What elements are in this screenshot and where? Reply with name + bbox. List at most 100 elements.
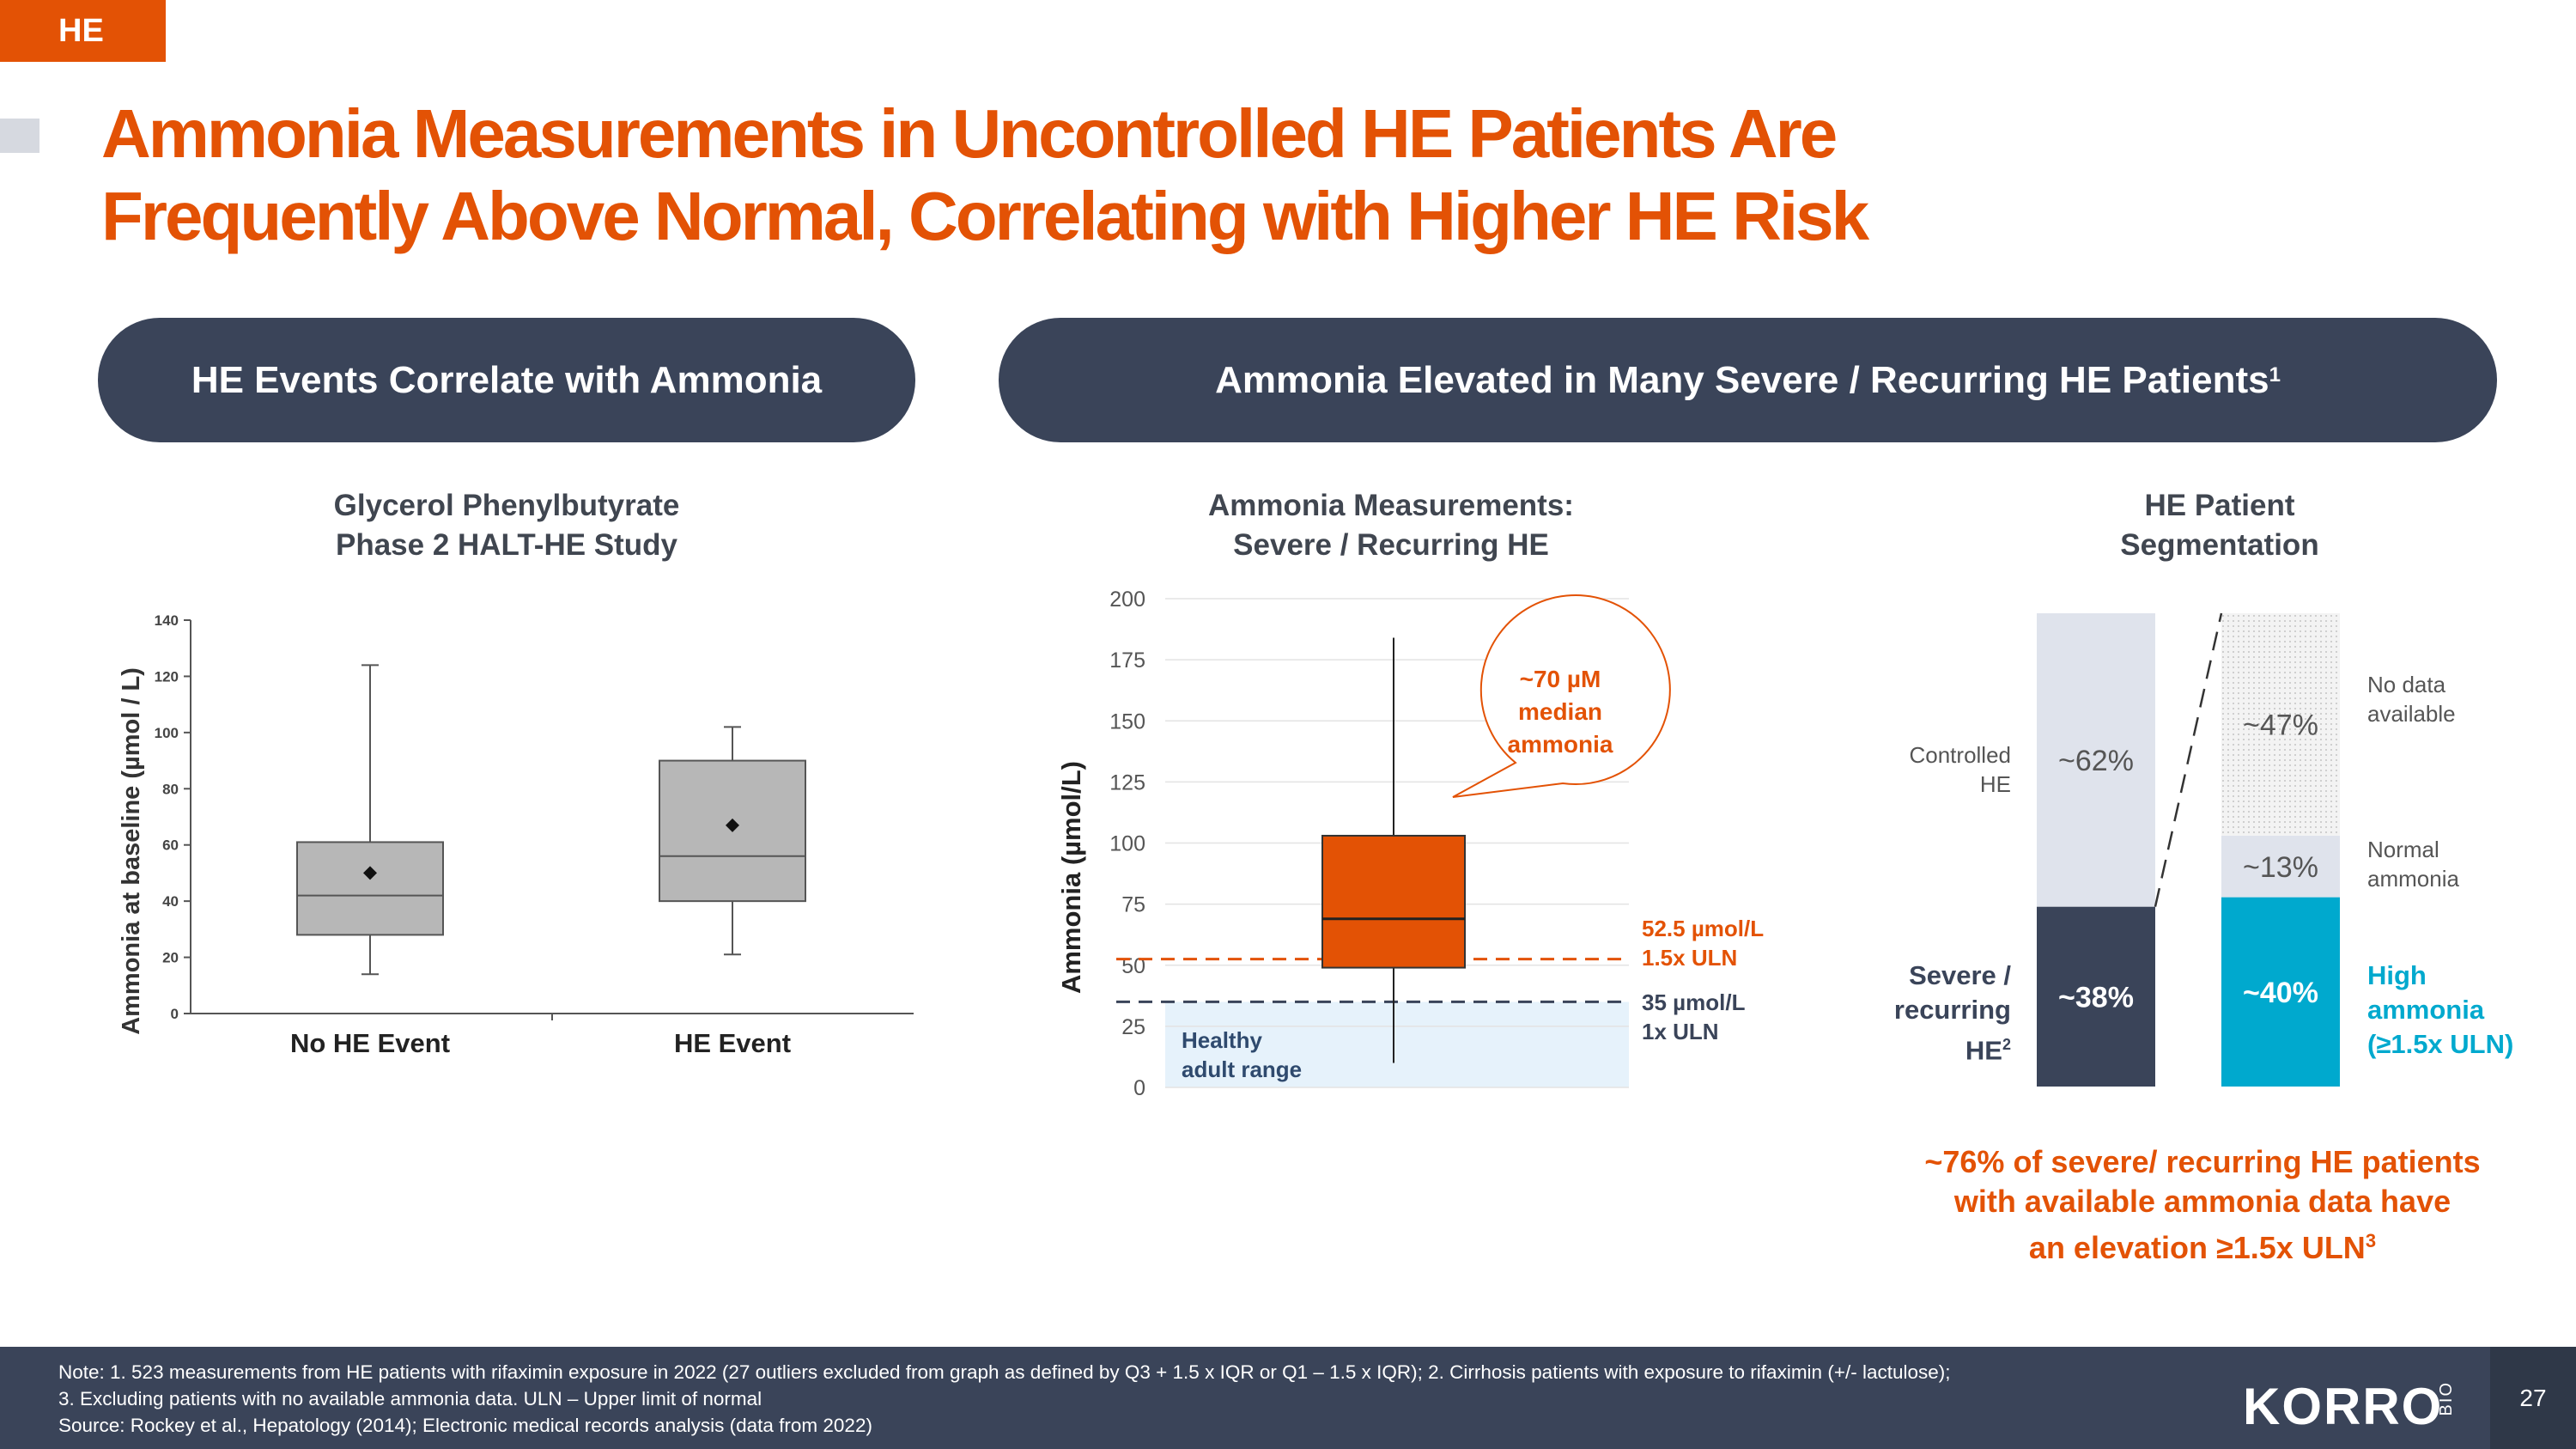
pct-no-data: ~47% [2243, 709, 2318, 741]
left-y-axis-title: Ammonia at baseline (µmol / L) [118, 667, 145, 1035]
left-y-tick-label: 20 [162, 950, 179, 966]
ref-line-navy-label: 35 µmol/L 1x ULN [1642, 988, 1745, 1046]
left-y-tick-label: 0 [171, 1006, 179, 1022]
callout-line-2: median [1517, 698, 1603, 725]
logo-bio: BIO [2437, 1381, 2456, 1416]
middle-chart-title-line-1: Ammonia Measurements: [1208, 489, 1574, 522]
bar-no-data [2221, 613, 2340, 836]
severe-label-line-1: Severe / [1909, 960, 2011, 990]
right-chart-title: HE Patient Segmentation [2078, 486, 2361, 565]
page-number-label: 27 [2519, 1384, 2547, 1411]
page-title: Ammonia Measurements in Uncontrolled HE … [101, 93, 2076, 258]
page-title-line-2: Frequently Above Normal, Correlating wit… [101, 178, 1869, 254]
middle-y-tick-label: 150 [1109, 709, 1145, 734]
footer-bar: Note: 1. 523 measurements from HE patien… [0, 1347, 2490, 1449]
legend-normal-line-1: Normal [2367, 837, 2439, 862]
right-chart-title-line-1: HE Patient [2144, 489, 2295, 522]
pct-controlled: ~62% [2058, 745, 2134, 777]
footnote-ref-2: 2 [2002, 1036, 2011, 1053]
healthy-range-label: Healthy adult range [1182, 1026, 1302, 1084]
ref-line-orange-label: 52.5 µmol/L 1.5x ULN [1642, 914, 1764, 972]
median-callout-bubble [1452, 594, 1671, 798]
bar-severe-recurring [2037, 906, 2155, 1087]
middle-y-tick-label: 50 [1121, 954, 1145, 978]
footer-note-2: 3. Excluding patients with no available … [58, 1388, 762, 1409]
footer-note-1: Note: 1. 523 measurements from HE patien… [58, 1361, 1951, 1383]
legend-no-data: No data available [2367, 670, 2456, 728]
legend-high-line-2: ammonia [2367, 995, 2485, 1025]
summary-line-1: ~76% of severe/ recurring HE patients [1924, 1144, 2481, 1179]
section-pill-right: Ammonia Elevated in Many Severe / Recurr… [999, 318, 2497, 442]
middle-box [1321, 834, 1466, 969]
footer-notes: Note: 1. 523 measurements from HE patien… [58, 1359, 1951, 1439]
controlled-he-label: Controlled HE [1872, 740, 2011, 799]
legend-no-data-line-2: available [2367, 701, 2456, 727]
ref-navy-value: 35 µmol/L [1642, 989, 1746, 1015]
legend-no-data-line-1: No data [2367, 672, 2446, 697]
middle-y-tick-label: 75 [1121, 893, 1145, 917]
footer-source: Source: Rockey et al., Hepatology (2014)… [58, 1415, 872, 1436]
bar-high-ammonia [2221, 897, 2340, 1087]
middle-y-tick-label: 175 [1109, 648, 1145, 673]
connector-top [2154, 612, 2223, 907]
left-category-label: No HE Event [290, 1028, 450, 1058]
legend-high-line-1: High [2367, 960, 2427, 990]
controlled-label-line-1: Controlled [1909, 742, 2011, 768]
summary-line-3: an elevation ≥1.5x ULN [2028, 1230, 2366, 1265]
section-pill-left: HE Events Correlate with Ammonia [98, 318, 915, 442]
pct-severe: ~38% [2058, 981, 2134, 1014]
section-pill-right-label: Ammonia Elevated in Many Severe / Recurr… [1215, 358, 2269, 401]
ref-orange-value: 52.5 µmol/L [1642, 916, 1765, 941]
median-callout-text: ~70 µM median ammonia [1470, 663, 1650, 761]
page-number: 27 [2490, 1347, 2576, 1449]
left-y-tick-label: 120 [155, 668, 179, 685]
left-chart-title-line-1: Glycerol Phenylbutyrate [333, 489, 680, 522]
right-chart-title-line-2: Segmentation [2120, 528, 2319, 562]
left-y-tick-label: 80 [162, 781, 179, 797]
page-title-line-1: Ammonia Measurements in Uncontrolled HE … [101, 95, 1838, 172]
healthy-range-band [1165, 1002, 1629, 1087]
side-marker [0, 119, 39, 153]
bar-controlled [2037, 613, 2155, 907]
legend-high: High ammonia (≥1.5x ULN) [2367, 959, 2513, 1062]
pct-high: ~40% [2243, 977, 2318, 1009]
summary-statement: ~76% of severe/ recurring HE patients wi… [1880, 1142, 2524, 1268]
ref-orange-desc: 1.5x ULN [1642, 945, 1738, 971]
logo-wordmark: KORRO [2243, 1378, 2444, 1435]
controlled-label-line-2: HE [1979, 771, 2011, 797]
korro-logo: KORRO [2243, 1381, 2443, 1433]
severe-he-label: Severe / recurring HE2 [1846, 959, 2011, 1068]
middle-y-tick-label: 125 [1109, 770, 1145, 795]
section-tag-label: HE [58, 12, 104, 49]
legend-normal: Normal ammonia [2367, 835, 2459, 893]
legend-high-line-3: (≥1.5x ULN) [2367, 1029, 2514, 1059]
left-y-tick-label: 40 [162, 893, 179, 910]
section-tag: HE [0, 0, 166, 62]
left-category-label: HE Event [674, 1028, 791, 1058]
middle-y-axis-title: Ammonia (µmol/L) [1056, 761, 1086, 994]
section-pill-left-label: HE Events Correlate with Ammonia [191, 358, 823, 401]
summary-line-2: with available ammonia data have [1953, 1184, 2451, 1219]
callout-line-3: ammonia [1507, 731, 1613, 758]
middle-chart-title: Ammonia Measurements: Severe / Recurring… [1142, 486, 1640, 565]
pct-normal: ~13% [2243, 851, 2318, 884]
middle-chart-title-line-2: Severe / Recurring HE [1233, 528, 1549, 562]
footnote-ref-3: 3 [2365, 1230, 2377, 1251]
healthy-line-1: Healthy [1182, 1027, 1262, 1053]
left-mean-marker [726, 818, 739, 832]
left-y-tick-label: 60 [162, 837, 179, 854]
ref-navy-desc: 1x ULN [1642, 1019, 1719, 1044]
callout-line-1: ~70 µM [1519, 666, 1601, 692]
left-chart-title-line-2: Phase 2 HALT-HE Study [335, 528, 678, 562]
left-chart-title: Glycerol Phenylbutyrate Phase 2 HALT-HE … [258, 486, 756, 565]
left-y-tick-label: 100 [155, 725, 179, 741]
middle-y-tick-label: 100 [1109, 832, 1145, 856]
left-box [296, 841, 444, 936]
middle-y-tick-label: 0 [1133, 1076, 1145, 1100]
severe-label-line-2: recurring [1893, 995, 2011, 1025]
bar-normal-ammonia [2221, 835, 2340, 898]
middle-y-tick-label: 25 [1121, 1015, 1145, 1039]
left-y-tick-label: 140 [155, 612, 179, 629]
footnote-ref-1: 1 [2269, 362, 2281, 387]
